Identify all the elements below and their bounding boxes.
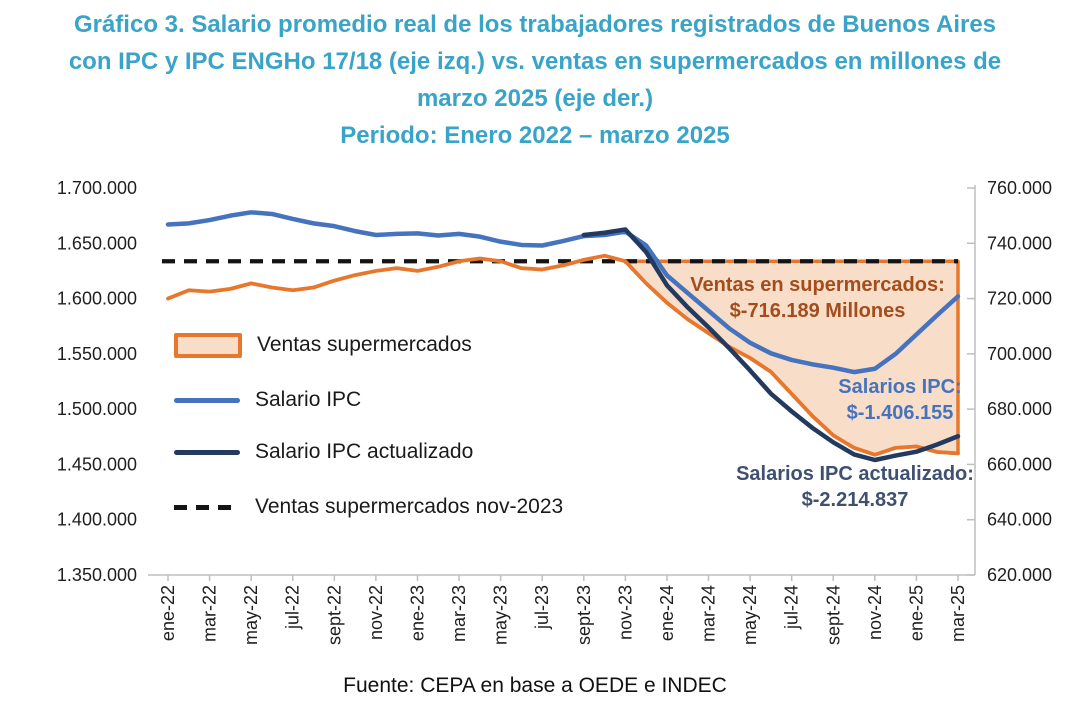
legend-item-ventas-supermercados: Ventas supermercados [174,331,472,359]
source-caption: Fuente: CEPA en base a OEDE e INDEC [343,674,727,697]
series-salario-ipc [165,210,961,375]
annotation-salarios-ipc: Salarios IPC: $-1.406.155 [795,374,1005,426]
x-axis-tick-label: ene-25 [906,585,926,641]
x-axis-tick-label: mar-23 [449,585,469,642]
x-axis-tick-label: ene-24 [657,585,677,641]
area-swatch-icon [174,332,242,358]
dashed-line-swatch-icon [174,504,240,510]
chart-title: Gráfico 3. Salario promedio real de los … [68,11,1002,149]
x-axis-tick-label: jul-23 [532,585,552,630]
right-axis-tick-label: 740.000 [987,233,1052,253]
series-ventas-supermercados [166,253,960,457]
x-axis-tick-label: jul-22 [283,585,303,630]
x-axis-tick-label: jul-24 [782,585,802,630]
annotation-line: Salarios IPC actualizado: [736,463,974,485]
x-axis-tick-label: may-22 [241,585,261,645]
left-axis-tick-label: 1.500.000 [57,399,137,419]
annotation-salarios-ipc-actualizado: Salarios IPC actualizado: $-2.214.837 [700,461,1010,513]
right-axis-tick-label: 700.000 [987,344,1052,364]
right-axis-tick-label: 720.000 [987,289,1052,309]
legend-item-salario-ipc-actualizado: Salario IPC actualizado [174,438,473,466]
left-axis-tick-label: 1.600.000 [57,289,137,309]
x-axis-tick-label: may-23 [491,585,511,645]
annotation-line: Salarios IPC: [838,376,962,398]
x-axis-tick-label: ene-22 [158,585,178,641]
x-axis-tick-label: sept-24 [823,585,843,645]
right-axis-tick-label: 620.000 [987,565,1052,585]
left-axis-tick-label: 1.700.000 [57,178,137,198]
legend-item-ventas-nov-2023: Ventas supermercados nov-2023 [174,493,563,521]
legend-label: Salario IPC [255,388,362,411]
left-axis-tick-label: 1.350.000 [57,565,137,585]
blue-line-swatch-icon [174,397,240,403]
legend-label: Salario IPC actualizado [255,440,474,463]
x-axis-tick-label: may-24 [740,585,760,645]
left-axis-tick-label: 1.650.000 [57,233,137,253]
x-axis-tick-label: ene-23 [407,585,427,641]
annotation-line: $-1.406.155 [846,402,954,424]
navy-line-swatch-icon [174,449,240,455]
legend-label: Ventas supermercados nov-2023 [255,495,564,518]
x-axis-tick-label: nov-23 [615,585,635,640]
x-axis-tick-label: nov-24 [865,585,885,640]
x-axis-tick-label: sept-23 [574,585,594,645]
left-axis-tick-label: 1.550.000 [57,344,137,364]
annotation-line: $-2.214.837 [801,489,909,511]
right-axis-tick-label: 660.000 [987,454,1052,474]
right-axis-tick-label: 640.000 [987,510,1052,530]
annotation-ventas-supermercados: Ventas en supermercados: $-716.189 Millo… [660,272,975,324]
legend-item-salario-ipc: Salario IPC [174,386,361,414]
chart-legend: Ventas supermercados Salario IPC Salario… [174,331,644,531]
right-axis-tick-label: 680.000 [987,399,1052,419]
legend-label: Ventas supermercados [257,333,472,356]
left-axis-tick-label: 1.400.000 [57,510,137,530]
x-axis-tick-label: nov-22 [366,585,386,640]
annotation-line: $-716.189 Millones [729,300,906,322]
right-axis-tick-label: 760.000 [987,178,1052,198]
x-axis-tick-label: sept-22 [324,585,344,645]
x-axis-tick-label: mar-22 [200,585,220,642]
left-axis-tick-label: 1.450.000 [57,454,137,474]
x-axis-tick-label: mar-25 [948,585,968,642]
series-salario-ipc-actualizado [581,227,961,463]
annotation-line: Ventas en supermercados: [690,274,945,296]
x-axis-tick-label: mar-24 [699,585,719,642]
